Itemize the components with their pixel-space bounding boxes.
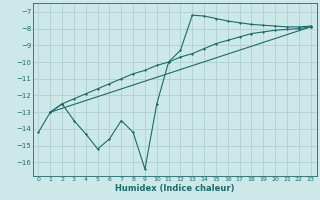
X-axis label: Humidex (Indice chaleur): Humidex (Indice chaleur) bbox=[115, 184, 234, 193]
